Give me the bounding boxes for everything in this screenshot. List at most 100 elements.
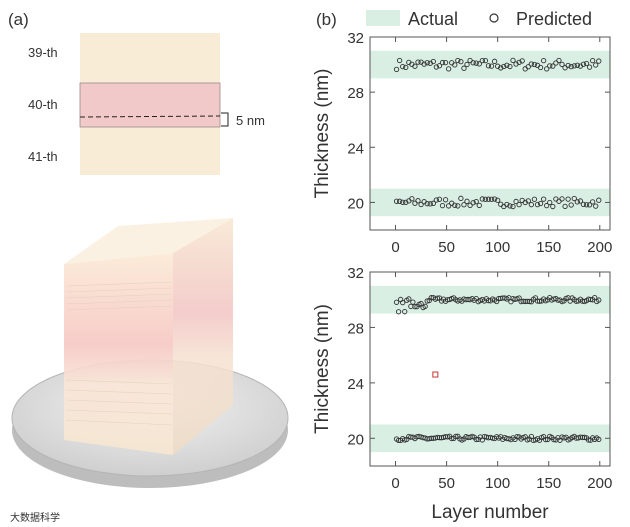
predicted-point — [525, 198, 531, 204]
y-tick-label: 32 — [347, 30, 364, 47]
predicted-point — [596, 297, 602, 303]
predicted-point — [479, 57, 485, 64]
predicted-point — [396, 57, 403, 64]
x-tick-label: 200 — [587, 475, 612, 492]
predicted-point — [473, 60, 479, 66]
dashed-interface-line — [79, 115, 221, 118]
predicted-point — [482, 57, 489, 64]
predicted-point — [488, 196, 495, 202]
predicted-point — [436, 196, 443, 202]
predicted-point — [479, 196, 485, 202]
predicted-point — [550, 63, 556, 69]
predicted-point — [473, 199, 479, 205]
predicted-point — [571, 195, 577, 202]
legend-predicted-label: Predicted — [516, 9, 592, 29]
x-tick-label: 200 — [587, 239, 612, 256]
predicted-point — [395, 309, 402, 315]
predicted-point — [482, 196, 489, 202]
cube-front-face — [64, 253, 173, 455]
y-axis-label: Thickness (nm) — [312, 69, 333, 199]
legend-actual-label: Actual — [408, 9, 458, 29]
predicted-point — [473, 436, 479, 443]
x-tick-label: 100 — [485, 475, 510, 492]
layer-label-40: 40-th — [28, 97, 58, 112]
predicted-point — [424, 298, 430, 304]
predicted-point — [544, 202, 550, 209]
layer-cross-section: 5 nm 39-th 40-th 41-th — [28, 33, 265, 175]
predicted-point — [507, 203, 513, 209]
x-tick-label: 50 — [438, 475, 455, 492]
predicted-point — [393, 299, 400, 305]
y-tick-label: 24 — [347, 376, 364, 393]
predicted-point — [528, 61, 535, 67]
legend-actual-swatch — [366, 10, 400, 26]
predicted-point — [449, 435, 455, 442]
predicted-point — [537, 200, 544, 207]
predicted-point — [430, 58, 436, 65]
predicted-point — [412, 200, 418, 206]
panel-a-label: (a) — [8, 10, 29, 29]
predicted-point — [436, 63, 443, 69]
predicted-point — [534, 201, 541, 208]
predicted-point — [514, 433, 520, 440]
x-tick-label: 150 — [536, 239, 561, 256]
x-tick-label: 100 — [485, 239, 510, 256]
predicted-point — [559, 61, 565, 68]
predicted-point — [427, 201, 433, 207]
predicted-point — [415, 59, 421, 65]
predicted-point — [455, 203, 461, 209]
panel-b-label: (b) — [316, 10, 337, 29]
predicted-point — [531, 196, 538, 202]
predicted-point — [589, 199, 596, 205]
cube-layer-lines — [65, 281, 173, 426]
predicted-point — [455, 57, 461, 64]
predicted-point — [574, 199, 580, 205]
watermark: 大数据科学 — [10, 511, 60, 524]
predicted-point — [547, 63, 553, 69]
predicted-point — [424, 60, 430, 66]
predicted-point — [498, 65, 504, 71]
legend-predicted-marker — [489, 13, 499, 23]
predicted-point — [485, 196, 492, 202]
y-tick-label: 20 — [347, 431, 364, 448]
layer-40-highlight — [79, 82, 221, 128]
predicted-point — [504, 62, 510, 68]
predicted-point — [491, 58, 498, 64]
predicted-point — [543, 436, 549, 443]
predicted-point — [439, 202, 446, 209]
predicted-point — [470, 60, 476, 66]
y-axis-label: Thickness (nm) — [312, 304, 333, 434]
predicted-point — [516, 202, 522, 208]
x-tick-label: 50 — [438, 239, 455, 256]
predicted-point — [593, 62, 599, 68]
predicted-point — [464, 61, 470, 68]
predicted-point — [586, 64, 593, 70]
predicted-point — [562, 203, 568, 210]
predicted-point — [596, 436, 602, 442]
predicted-point — [485, 63, 492, 69]
predicted-point — [504, 201, 510, 208]
plot-frame — [369, 271, 611, 467]
predicted-point — [402, 309, 408, 315]
y-tick-label: 28 — [347, 85, 364, 102]
predicted-point — [596, 58, 602, 64]
predicted-point — [580, 201, 587, 208]
predicted-point — [556, 57, 562, 64]
cube-side-face — [173, 218, 233, 455]
x-tick-label: 150 — [536, 475, 561, 492]
predicted-point — [412, 63, 418, 69]
predicted-point — [565, 62, 571, 69]
cube-top-face — [64, 218, 233, 264]
predicted-point — [461, 65, 467, 71]
predicted-point — [551, 436, 557, 443]
predicted-point — [445, 66, 452, 72]
predicted-point — [528, 201, 535, 208]
predicted-point — [418, 201, 424, 208]
predicted-point — [442, 197, 449, 203]
predicted-point — [585, 437, 592, 443]
predicted-point — [418, 300, 424, 307]
predicted-point — [393, 66, 400, 73]
predicted-point — [513, 198, 519, 205]
predicted-point — [434, 295, 441, 301]
